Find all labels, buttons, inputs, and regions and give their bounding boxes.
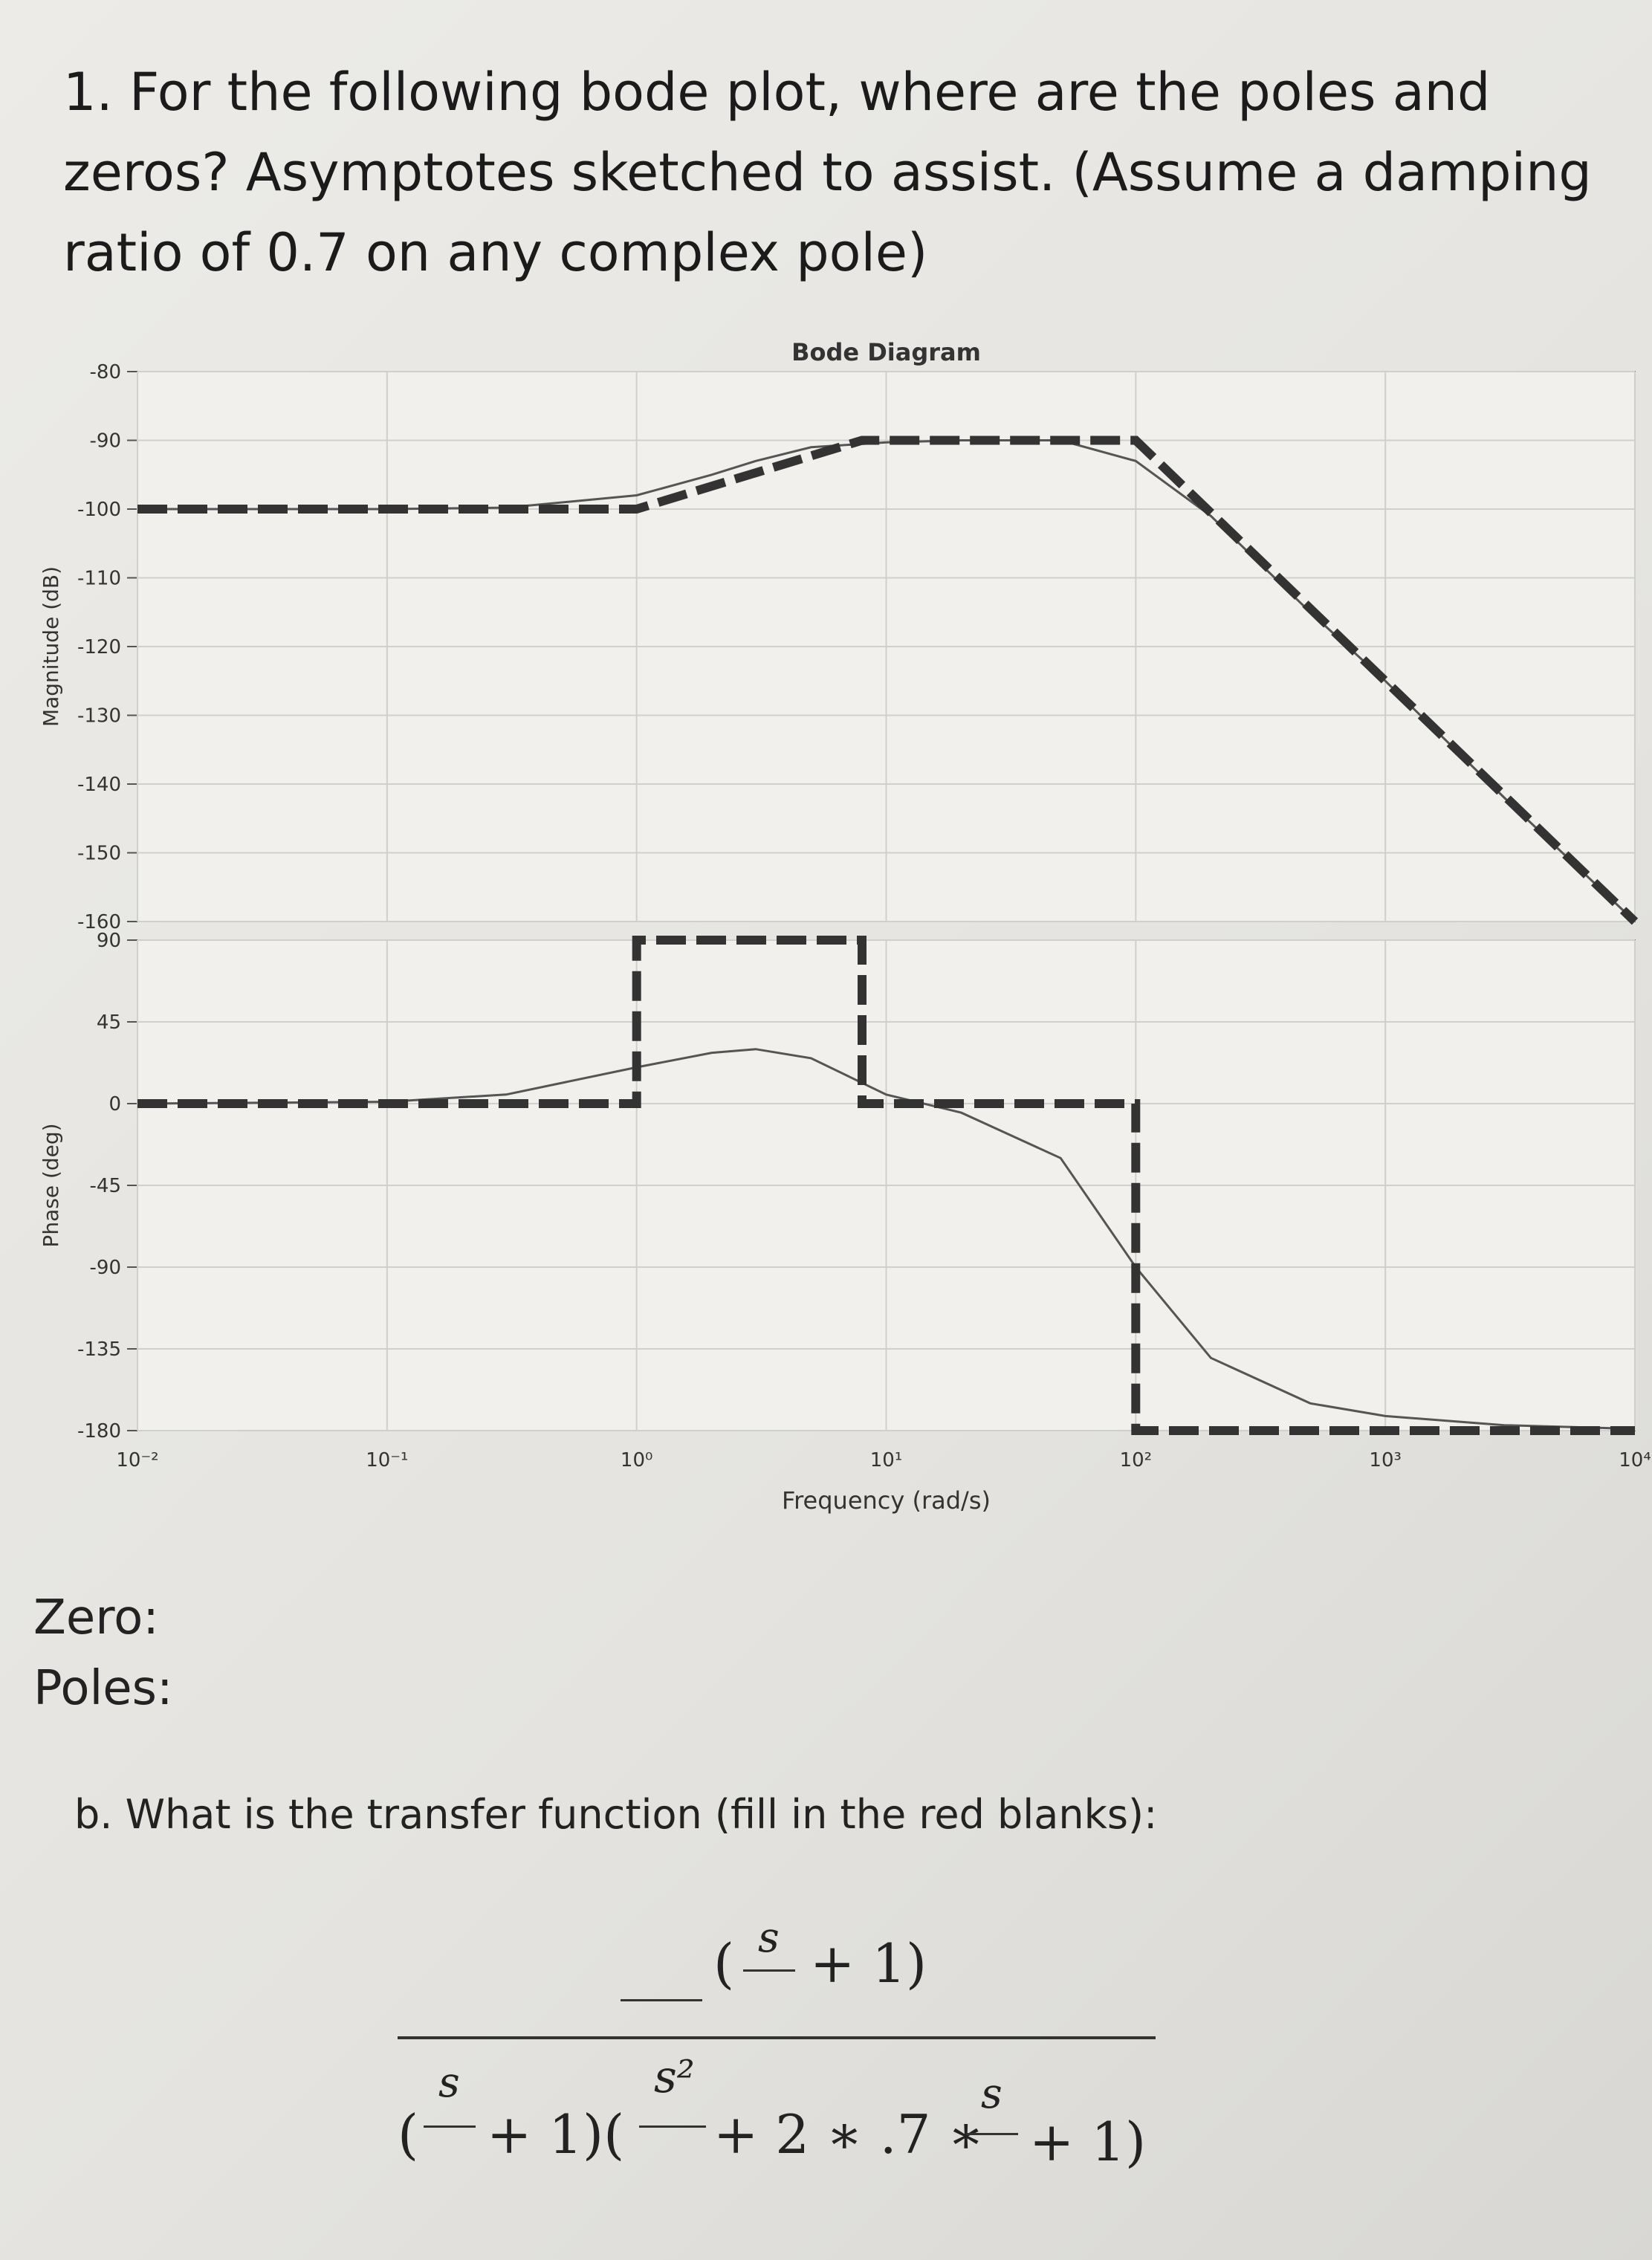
- x-tick-label: 10⁻¹: [366, 1449, 408, 1471]
- zero-label: Zero:: [33, 1590, 159, 1645]
- question: 1. For the following bode plot, where ar…: [63, 62, 1592, 283]
- frac-line: [966, 2133, 1018, 2135]
- x-tick-label: 10¹: [870, 1449, 903, 1471]
- poles-label: Poles:: [33, 1661, 173, 1716]
- y-axis-label: Magnitude (dB): [39, 566, 63, 727]
- frac-line: [743, 1969, 795, 1972]
- x-axis-label: Frequency (rad/s): [782, 1486, 991, 1515]
- y-tick-label: -120: [77, 636, 121, 658]
- frac-line: [639, 2125, 706, 2128]
- den-s2: s²: [654, 2051, 695, 2103]
- chart-title: Bode Diagram: [791, 338, 981, 366]
- y-axis-label: Phase (deg): [39, 1123, 63, 1247]
- y-tick-label: -100: [77, 499, 121, 521]
- x-tick-label: 10⁰: [621, 1449, 653, 1471]
- den-s3: s: [981, 2070, 1002, 2118]
- blank: [621, 1999, 702, 2001]
- y-tick-label: -135: [77, 1338, 121, 1361]
- num-open: (: [713, 1932, 735, 1995]
- x-tick-label: 10⁻²: [116, 1449, 158, 1471]
- x-tick-label: 10³: [1369, 1449, 1402, 1471]
- den-mid2: + 2 ∗ .7 ∗: [713, 2103, 985, 2166]
- y-tick-label: -130: [77, 705, 121, 728]
- den-s1: s: [438, 2059, 460, 2107]
- x-tick-label: 10⁴: [1619, 1449, 1651, 1471]
- series-line: [137, 436, 1639, 925]
- y-tick-label: -150: [77, 843, 121, 865]
- x-tick-label: 10²: [1120, 1449, 1153, 1471]
- y-tick-label: -110: [77, 568, 121, 590]
- y-tick-label: -90: [90, 430, 121, 453]
- y-tick-label: -90: [90, 1257, 121, 1279]
- bode-chart: Bode Diagram Magnitude (dB) -80 -90 -100 -110…: [39, 338, 1651, 1515]
- series-line: [137, 1048, 1636, 1431]
- series-line: [137, 936, 1635, 1435]
- y-tick-label: -80: [90, 361, 121, 383]
- num-close: + 1): [810, 1932, 927, 1995]
- y-tick-label: -160: [77, 911, 121, 933]
- den-close: + 1): [1029, 2111, 1147, 2173]
- den-mid: + 1)(: [487, 2103, 625, 2166]
- frac-line: [424, 2125, 476, 2128]
- y-tick-label: -140: [77, 774, 121, 796]
- num-s: s: [758, 1914, 780, 1962]
- y-tick-label: 0: [108, 1093, 121, 1116]
- y-tick-label: -180: [77, 1420, 121, 1443]
- y-tick-label: 45: [97, 1011, 121, 1034]
- fraction-bar: [398, 2036, 1156, 2039]
- part-b: b. What is the transfer function (fill i…: [74, 1791, 1158, 1838]
- y-tick-label: -45: [90, 1175, 121, 1197]
- den-open: (: [398, 2103, 419, 2166]
- y-tick-label: 90: [97, 930, 121, 952]
